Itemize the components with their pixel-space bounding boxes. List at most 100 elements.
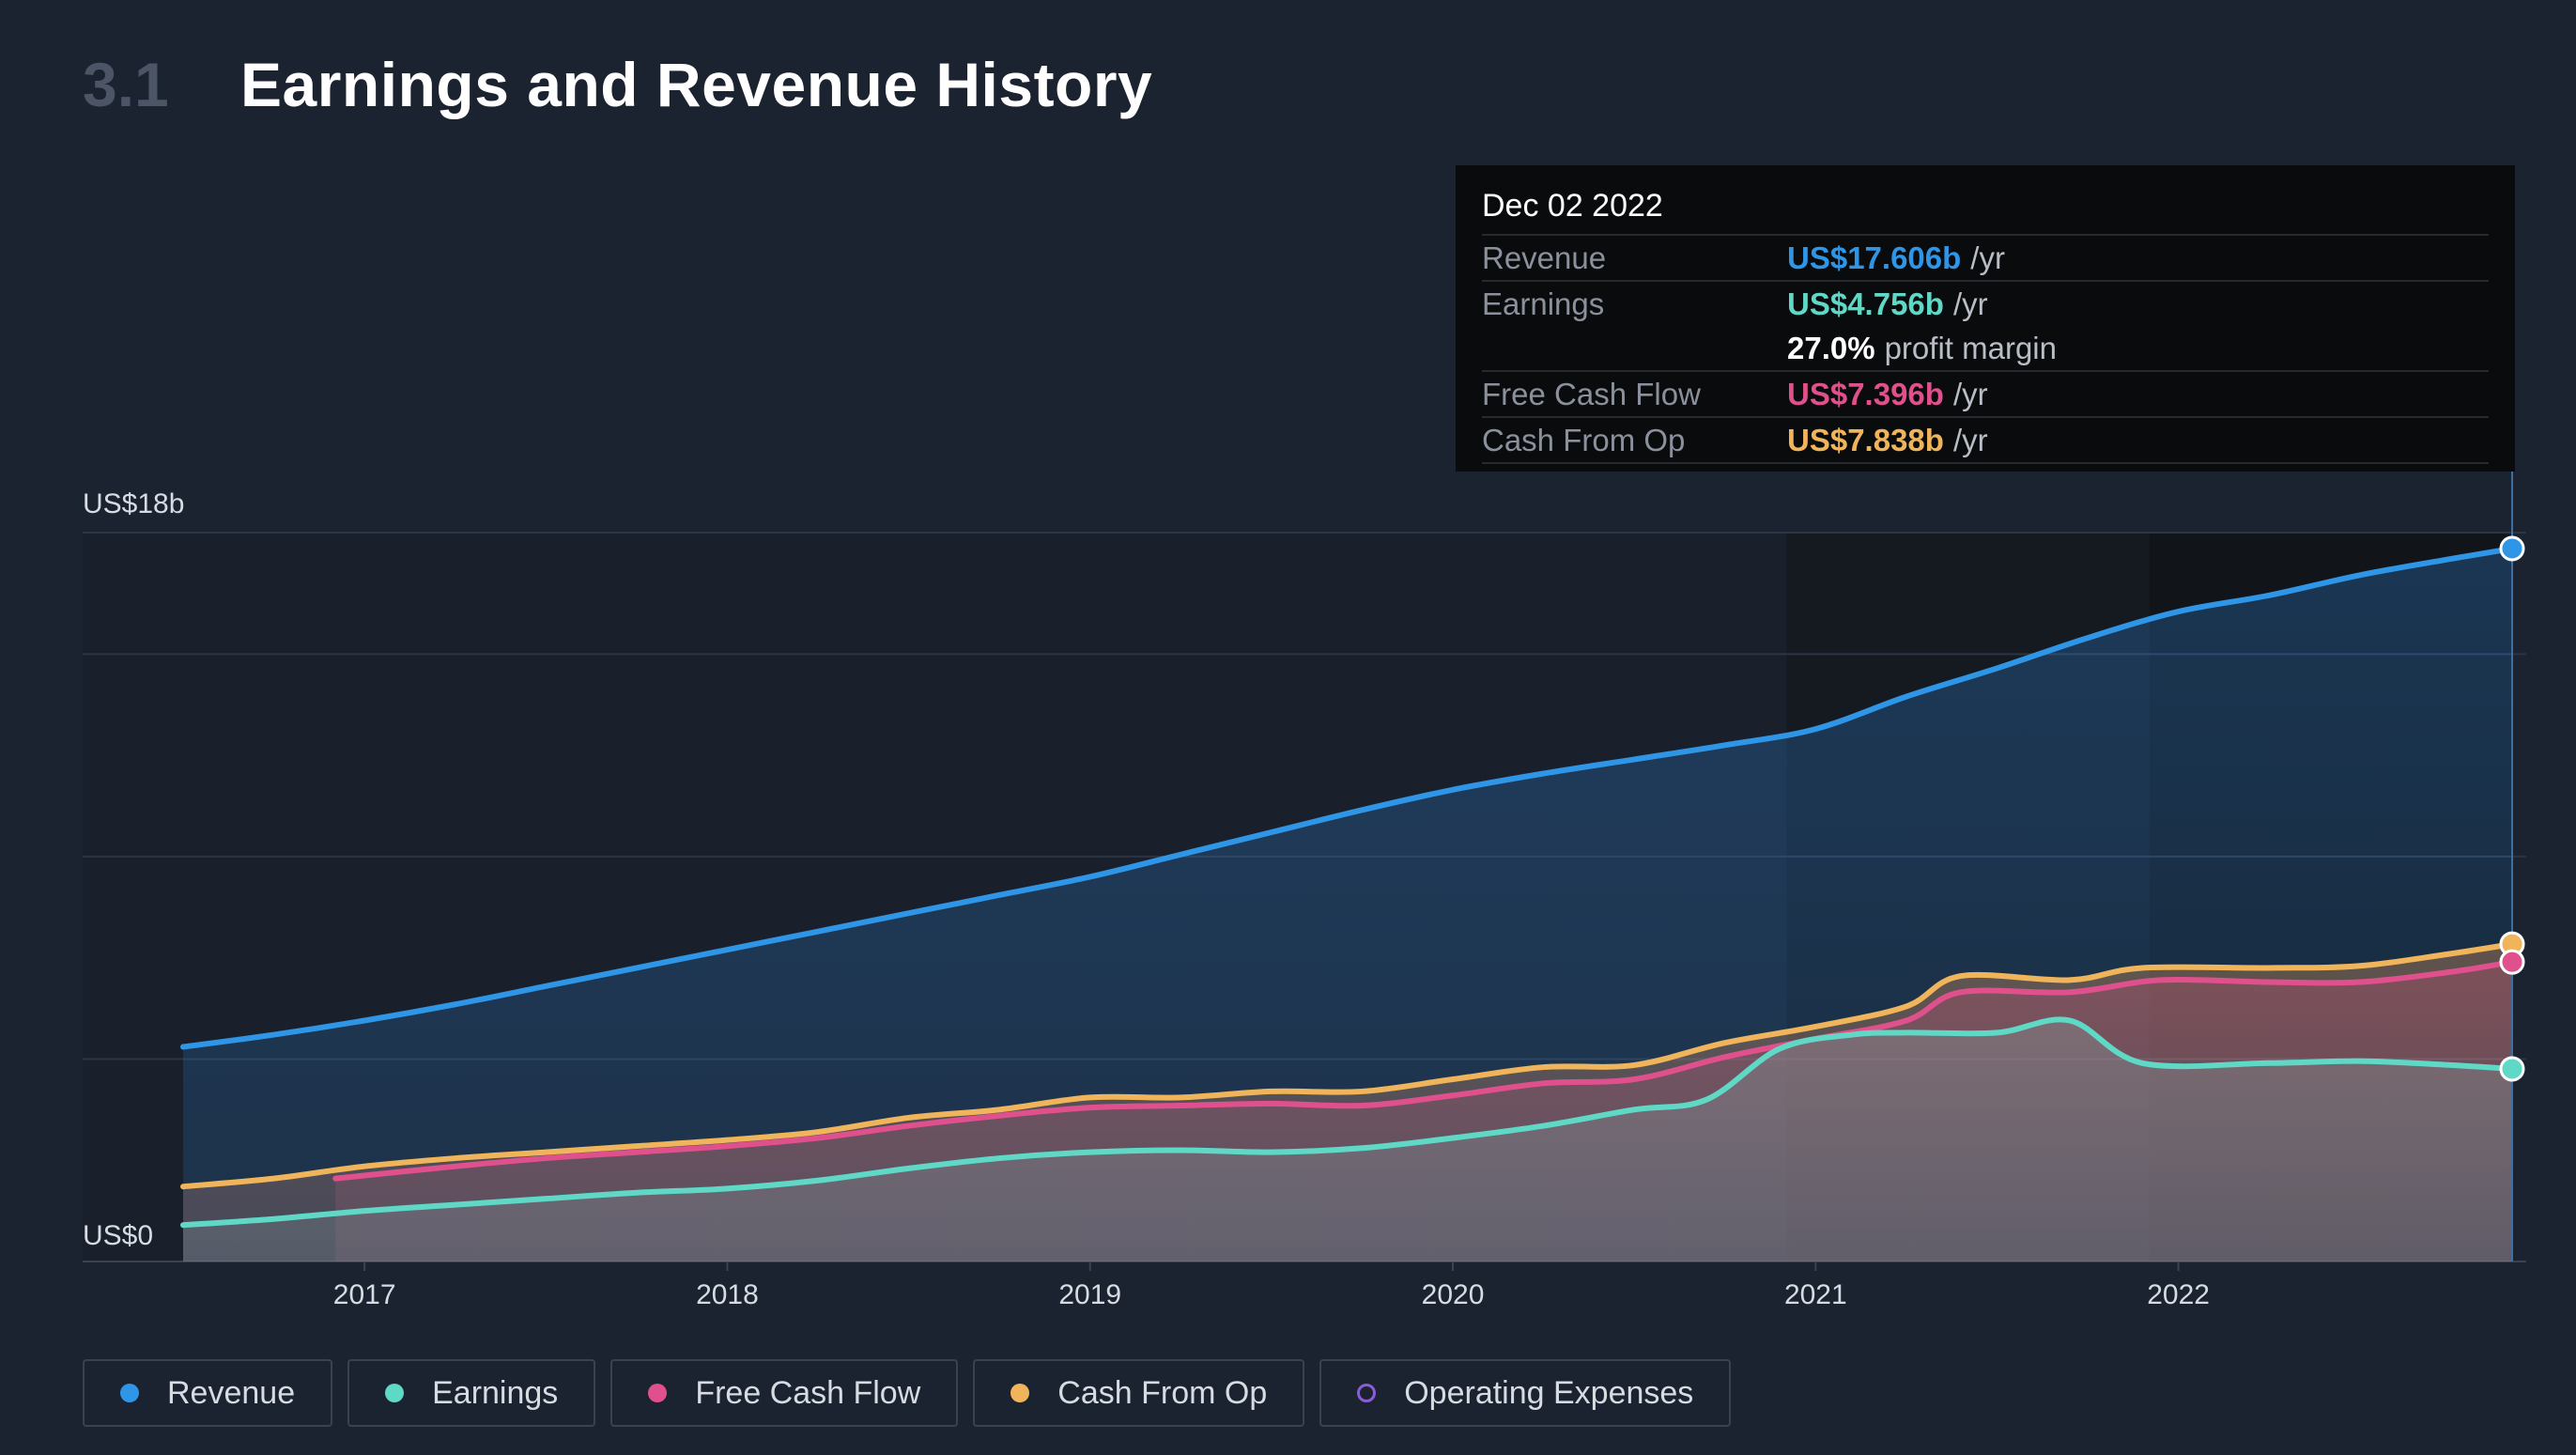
tooltip-row-earnings: Earnings US$4.756b /yr [1482, 280, 2489, 326]
cash-from-op-point [2140, 966, 2144, 969]
earnings-point [1905, 1030, 1908, 1034]
free-cash-flow-point [1179, 1104, 1182, 1107]
tooltip-date: Dec 02 2022 [1482, 188, 1663, 224]
revenue-point [907, 911, 911, 915]
x-tick-label: 2022 [2147, 1279, 2210, 1310]
tooltip-label: Revenue [1482, 240, 1607, 275]
free-cash-flow-point [1270, 1102, 1273, 1106]
free-cash-flow-point [1959, 990, 1963, 994]
earnings-point [454, 1203, 457, 1207]
legend-label: Operating Expenses [1404, 1374, 1694, 1411]
chart-legend: Revenue Earnings Free Cash Flow Cash Fro… [83, 1359, 1746, 1427]
free-cash-flow-point [635, 1151, 639, 1154]
legend-label: Cash From Op [1057, 1374, 1268, 1411]
operating-expenses-dot-icon [1357, 1384, 1377, 1402]
revenue-point [544, 984, 548, 988]
cash-from-op-point [181, 1184, 185, 1188]
revenue-dot-icon [120, 1384, 139, 1402]
free-cash-flow-point [2158, 978, 2162, 982]
x-tick-label: 2020 [1422, 1279, 1485, 1310]
earnings-point [1704, 1098, 1708, 1102]
tooltip-unit: /yr [1952, 422, 1988, 457]
legend-revenue-toggle[interactable]: Revenue [83, 1359, 333, 1427]
free-cash-flow-point [2358, 981, 2362, 984]
revenue-point [1542, 772, 1546, 776]
earnings-endpoint [2499, 1056, 2525, 1082]
revenue-point [1088, 875, 1092, 878]
tooltip-unit: /yr [1952, 286, 1988, 321]
free-cash-flow-point [997, 1114, 1001, 1118]
revenue-point [1451, 788, 1455, 792]
earnings-point [1542, 1124, 1546, 1128]
x-tick-label: 2021 [1784, 1279, 1847, 1310]
revenue-point [725, 948, 729, 952]
y-axis-max-label: US$18b [83, 488, 184, 519]
x-axis-ticks: 2017 2018 2019 2020 2021 2022 [333, 1262, 2210, 1310]
revenue-point [2177, 610, 2181, 613]
earnings-point [1179, 1148, 1182, 1152]
cash-from-op-point [2267, 966, 2271, 969]
cash-from-op-point [1270, 1090, 1273, 1093]
revenue-point [181, 1045, 185, 1049]
cash-from-op-point [362, 1165, 366, 1169]
revenue-point [2448, 557, 2452, 561]
cash-from-op-point [1813, 1025, 1817, 1029]
tooltip-row-profit-margin: 27.0% profit margin [1482, 326, 2489, 370]
free-cash-flow-point [1723, 1055, 1727, 1059]
tooltip-value: US$7.396b [1787, 376, 1944, 411]
cash-from-op-point [1179, 1095, 1182, 1099]
free-cash-flow-point [1088, 1106, 1092, 1109]
revenue-point [1813, 727, 1817, 731]
earnings-point [2267, 1061, 2271, 1065]
revenue-point [1632, 757, 1636, 761]
legend-label: Free Cash Flow [695, 1374, 921, 1411]
free-cash-flow-line [332, 959, 2515, 1182]
tooltip-value: 27.0% [1787, 330, 1875, 365]
free-cash-flow-point [1905, 1018, 1908, 1022]
legend-cash-from-op-toggle[interactable]: Cash From Op [973, 1359, 1305, 1427]
x-tick-label: 2018 [696, 1279, 759, 1310]
earnings-point [544, 1197, 548, 1200]
earnings-point [2448, 1063, 2452, 1067]
earnings-point [725, 1186, 729, 1190]
revenue-point [272, 1033, 276, 1037]
free-cash-flow-point [725, 1144, 729, 1148]
revenue-point [816, 930, 820, 934]
free-cash-flow-point [1451, 1093, 1455, 1097]
revenue-point [1360, 808, 1364, 812]
tooltip-row-revenue: Revenue US$17.606b /yr [1482, 234, 2489, 280]
free-cash-flow-endpoint [2499, 949, 2525, 975]
free-cash-flow-dot-icon [648, 1384, 668, 1402]
earnings-point [1360, 1146, 1364, 1150]
revenue-point [1723, 743, 1727, 747]
tooltip-value: US$7.838b [1787, 422, 1944, 457]
chart-tooltip: Dec 02 2022 Revenue US$17.606b /yr Earni… [1456, 165, 2515, 472]
legend-free-cash-flow-toggle[interactable]: Free Cash Flow [610, 1359, 959, 1427]
legend-earnings-toggle[interactable]: Earnings [347, 1359, 596, 1427]
earnings-point [635, 1191, 639, 1195]
earnings-point [1995, 1030, 1998, 1034]
cash-from-op-point [816, 1130, 820, 1134]
tooltip-unit: /yr [1970, 240, 2005, 275]
legend-operating-expenses-toggle[interactable]: Operating Expenses [1319, 1359, 1732, 1427]
tooltip-row-free-cash-flow: Free Cash Flow US$7.396b /yr [1482, 370, 2489, 416]
revenue-line [180, 545, 2515, 1050]
series-areas [183, 548, 2513, 1262]
cash-from-op-point [1632, 1063, 1636, 1067]
x-tick-label: 2017 [333, 1279, 396, 1310]
cash-from-op-point [1959, 974, 1963, 978]
earnings-line [180, 1016, 2515, 1229]
cash-from-op-point [454, 1156, 457, 1160]
cash-from-op-point [1905, 1004, 1908, 1008]
free-cash-flow-point [1360, 1104, 1364, 1107]
earnings-point [2068, 1018, 2072, 1022]
tooltip-unit: profit margin [1884, 330, 2057, 365]
revenue-point [1905, 695, 1908, 699]
earnings-area [183, 1019, 2512, 1262]
cash-from-op-dot-icon [1010, 1384, 1030, 1402]
revenue-endpoint [2499, 535, 2525, 562]
earnings-point [1088, 1151, 1092, 1154]
earnings-point [816, 1179, 820, 1183]
cash-from-op-point [2068, 978, 2072, 982]
